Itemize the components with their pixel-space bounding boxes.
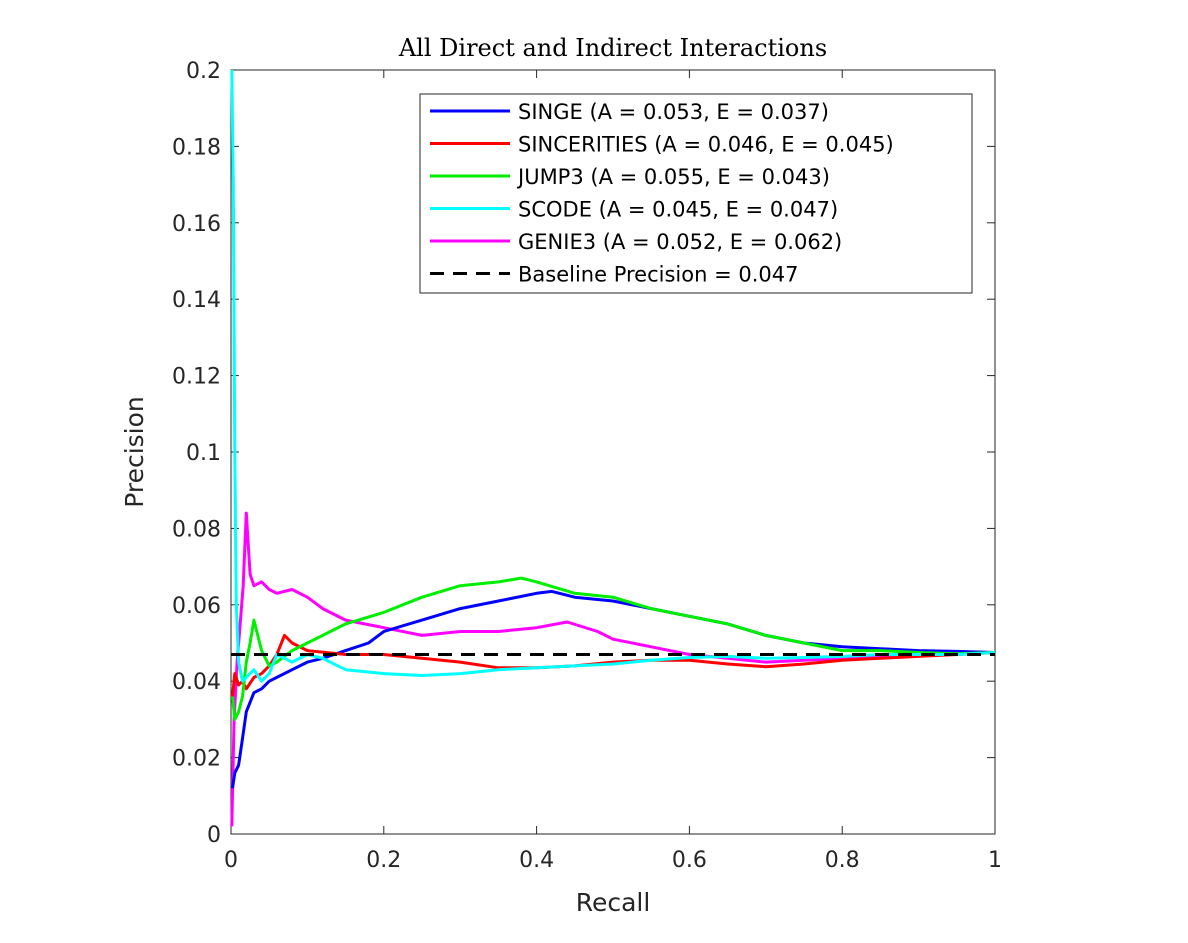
legend-entry-label: Baseline Precision = 0.047 [518, 263, 798, 287]
axis-ticks: 0 0.2 0.4 0.6 0.8 1 0 0.02 0.04 0.06 0.08 0.1 0.12 0.… [172, 59, 1002, 873]
series-lines [230, 69, 996, 827]
y-tick-label: 0.2 [186, 59, 221, 84]
y-axis-label: Precision [120, 396, 149, 508]
legend-entry-label: SINGE (A = 0.053, E = 0.037) [518, 100, 829, 124]
chart-title: All Direct and Indirect Interactions [398, 34, 827, 62]
y-tick-label: 0.08 [172, 517, 221, 542]
x-tick-label: 0.6 [672, 848, 707, 873]
legend-entry-label: SINCERITIES (A = 0.046, E = 0.045) [518, 133, 894, 157]
x-tick-label: 0.8 [825, 848, 860, 873]
legend-box [419, 93, 973, 294]
x-tick-label: 0 [224, 848, 238, 873]
y-tick-label: 0.16 [172, 212, 221, 237]
x-tick-label: 0.2 [366, 848, 401, 873]
x-tick-label: 1 [988, 848, 1002, 873]
y-tick-label: 0.04 [172, 670, 221, 695]
y-tick-label: 0 [207, 823, 221, 848]
y-tick-label: 0.1 [186, 441, 221, 466]
y-tick-label: 0.02 [172, 747, 221, 772]
legend-entry-label: GENIE3 (A = 0.052, E = 0.062) [518, 230, 842, 254]
legend-entry-label: SCODE (A = 0.045, E = 0.047) [518, 198, 838, 222]
y-tick-label: 0.14 [172, 288, 221, 313]
y-tick-label: 0.12 [172, 365, 221, 390]
y-tick-label: 0.18 [172, 135, 221, 160]
x-axis-label: Recall [576, 888, 651, 917]
series-line-3 [230, 69, 996, 683]
x-tick-label: 0.4 [519, 848, 554, 873]
legend-entry-label: JUMP3 (A = 0.055, E = 0.043) [516, 165, 830, 189]
series-line-4 [230, 511, 996, 827]
legend: SINGE (A = 0.053, E = 0.037) SINCERITIES … [419, 93, 973, 294]
series-line-2 [231, 576, 996, 721]
y-tick-label: 0.06 [172, 594, 221, 619]
series-line-1 [231, 633, 996, 697]
